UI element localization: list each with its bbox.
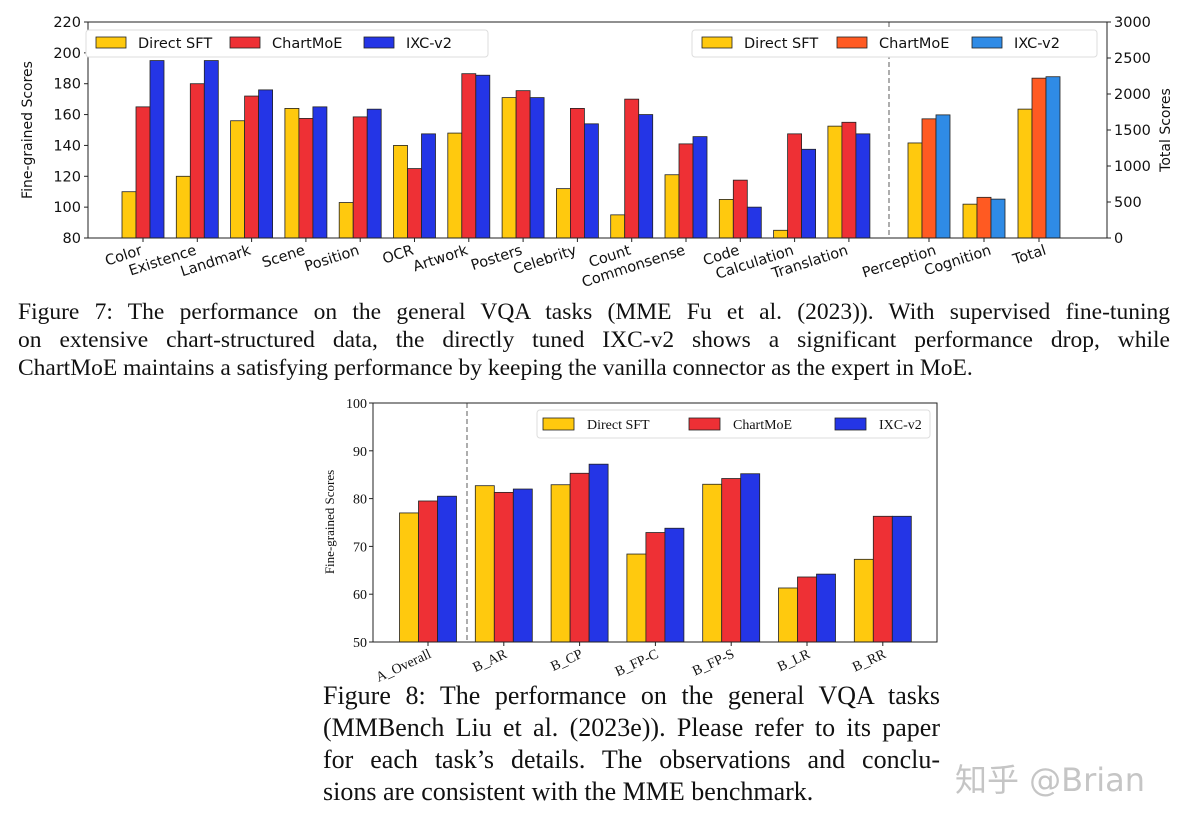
bar-b_ar-2 (512, 488, 533, 643)
legend-swatch (229, 36, 261, 49)
legend-label: IXC-v2 (879, 418, 922, 433)
bar-b_lr-1 (797, 576, 817, 643)
bar-b_cp-2 (588, 463, 609, 643)
x-tick-label: B_RR (850, 647, 889, 676)
bar-b_cp-1 (569, 472, 590, 643)
bar-b_rr-0 (853, 558, 874, 643)
caption-line: sions are consistent with the MME benchm… (323, 777, 814, 806)
caption-line: for each task’s details. The observation… (323, 745, 940, 774)
plot-frame (372, 402, 938, 643)
x-tick-label: B_FP-C (613, 647, 661, 680)
bar-b_fp-s-1 (721, 478, 742, 643)
bar-b_fp-c-1 (645, 532, 666, 643)
legend-label: Direct SFT (587, 418, 650, 433)
y-tick-label: 100 (53, 200, 81, 216)
figure8-mmbench-chart: A_Overall B_AR B_CP B_FP-C B_FP-S B_LR B_RR506… (322, 397, 938, 686)
y2-axis-label: Total Scores (1158, 88, 1174, 173)
bar-a_overall-1 (418, 500, 438, 643)
legend-label: ChartMoE (272, 36, 342, 52)
legend-swatch (95, 36, 127, 49)
y-tick-label: 80 (353, 493, 367, 508)
y2-tick-label: 1500 (1114, 123, 1151, 139)
figure7-caption: Figure 7: The performance on the general… (18, 298, 1170, 382)
bar-a_overall-0 (399, 512, 419, 643)
bar-b_rr-2 (891, 515, 912, 643)
y2-tick-label: 0 (1114, 231, 1123, 247)
y2-tick-label: 2000 (1114, 87, 1151, 103)
bar-b_lr-2 (816, 573, 836, 643)
legend-swatch (836, 36, 868, 49)
bar-b_fp-s-0 (702, 483, 723, 643)
bar-b_fp-c-0 (626, 553, 647, 643)
x-tick-label: B_FP-S (690, 647, 737, 679)
legend-label: IXC-v2 (1014, 36, 1060, 52)
legend-label: IXC-v2 (406, 36, 452, 52)
y-tick-label: 180 (53, 77, 81, 93)
legend-swatch (971, 36, 1003, 49)
x-tick-label: B_LR (775, 647, 813, 675)
figure8-caption: Figure 8: The performance on the general… (323, 680, 940, 808)
y-tick-label: 100 (346, 397, 367, 412)
bar-b_ar-0 (474, 485, 495, 643)
y-tick-label: 200 (53, 46, 81, 62)
y-tick-label: 160 (53, 108, 81, 124)
y-axis-label: Fine-grained Scores (322, 470, 337, 574)
caption-line: Figure 7: The performance on the general… (18, 299, 1170, 325)
caption-line: ChartMoE maintains a satisfying performa… (18, 355, 973, 381)
bar-b_fp-s-2 (740, 473, 761, 643)
y-tick-label: 50 (353, 636, 367, 651)
legend-swatch (688, 417, 721, 431)
legend-label: ChartMoE (733, 418, 792, 433)
legend (536, 409, 931, 439)
x-tick-label: B_CP (549, 647, 586, 675)
bar-a_overall-2 (437, 495, 457, 643)
bar-b_rr-1 (872, 515, 893, 643)
y2-tick-label: 500 (1114, 195, 1142, 211)
y-tick-label: 80 (63, 231, 81, 247)
caption-line: on extensive chart-structured data, the … (18, 327, 1170, 353)
y-axis-label: Fine-grained Scores (20, 61, 36, 199)
caption-line: (MMBench Liu et al. (2023e)). Please ref… (323, 713, 940, 742)
legend-label: ChartMoE (879, 36, 949, 52)
legend-swatch (701, 36, 733, 49)
x-tick-label: B_AR (471, 647, 510, 676)
y2-tick-label: 3000 (1114, 15, 1151, 31)
legend-swatch (834, 417, 867, 431)
caption-line: Figure 8: The performance on the general… (323, 681, 940, 710)
legend-label: Direct SFT (744, 36, 818, 52)
legend-swatch (542, 417, 575, 431)
legend-swatch (363, 36, 395, 49)
y-tick-label: 140 (53, 138, 81, 154)
watermark: 知乎 @Brian (955, 761, 1146, 799)
legend-label: Direct SFT (138, 36, 212, 52)
y-tick-label: 90 (353, 445, 367, 460)
y-tick-label: 60 (353, 588, 367, 603)
bar-b_ar-1 (493, 491, 514, 643)
bar-b_cp-0 (550, 484, 571, 643)
y2-tick-label: 2500 (1114, 51, 1151, 67)
bar-b_fp-c-2 (664, 527, 685, 643)
bar-b_lr-0 (778, 587, 798, 643)
y2-tick-label: 1000 (1114, 159, 1151, 175)
y-tick-label: 70 (353, 540, 367, 555)
y-tick-label: 220 (53, 15, 81, 31)
y-tick-label: 120 (53, 169, 81, 185)
